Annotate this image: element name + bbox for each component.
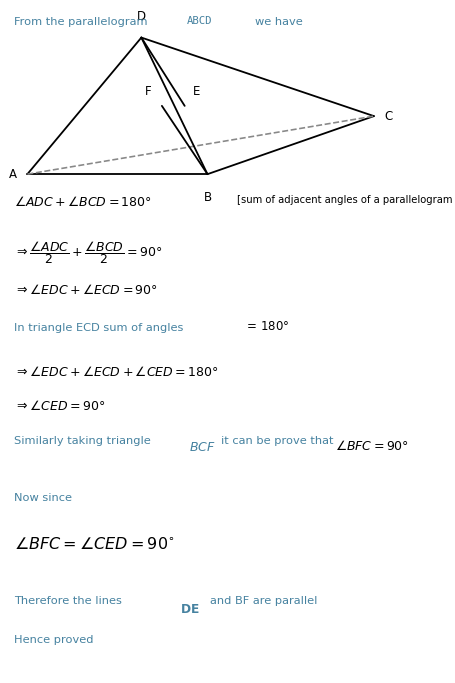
Text: ABCD: ABCD <box>187 16 212 27</box>
Text: F: F <box>145 85 152 98</box>
Text: B: B <box>203 191 211 204</box>
Text: Now since: Now since <box>14 493 71 503</box>
Text: C: C <box>383 109 391 123</box>
Text: E: E <box>192 85 200 98</box>
Text: and BF are parallel: and BF are parallel <box>209 596 316 606</box>
Text: $BCF$: $BCF$ <box>189 441 215 454</box>
Text: $\Rightarrow\dfrac{\angle ADC}{2}+\dfrac{\angle BCD}{2}=90°$: $\Rightarrow\dfrac{\angle ADC}{2}+\dfrac… <box>14 239 162 266</box>
Text: it can be prove that: it can be prove that <box>221 436 333 446</box>
Text: $\angle BFC=90°$: $\angle BFC=90°$ <box>334 439 408 453</box>
Text: A: A <box>9 167 17 181</box>
Text: $\angle BFC=\angle CED=90^{\circ}$: $\angle BFC=\angle CED=90^{\circ}$ <box>14 535 174 552</box>
Text: Therefore the lines: Therefore the lines <box>14 596 121 606</box>
Text: In triangle ECD sum of angles: In triangle ECD sum of angles <box>14 322 182 333</box>
Text: D: D <box>136 10 146 23</box>
Text: Hence proved: Hence proved <box>14 635 93 645</box>
Text: $\Rightarrow\angle EDC+\angle ECD+\angle CED=180°$: $\Rightarrow\angle EDC+\angle ECD+\angle… <box>14 365 218 379</box>
Text: $=\, 180°$: $=\, 180°$ <box>243 320 289 333</box>
Text: $\mathbf{DE}$: $\mathbf{DE}$ <box>180 603 199 616</box>
Text: [sum of adjacent angles of a parallelogram ]: [sum of adjacent angles of a parallelogr… <box>237 195 455 205</box>
Text: $\Rightarrow\angle CED=90°$: $\Rightarrow\angle CED=90°$ <box>14 399 105 413</box>
Text: From the parallelogram: From the parallelogram <box>14 17 147 27</box>
Text: Similarly taking triangle: Similarly taking triangle <box>14 436 150 446</box>
Text: $\angle ADC+\angle BCD=180°$: $\angle ADC+\angle BCD=180°$ <box>14 195 151 208</box>
Text: $\Rightarrow\angle EDC+\angle ECD=90°$: $\Rightarrow\angle EDC+\angle ECD=90°$ <box>14 283 157 297</box>
Text: we have: we have <box>255 17 303 27</box>
